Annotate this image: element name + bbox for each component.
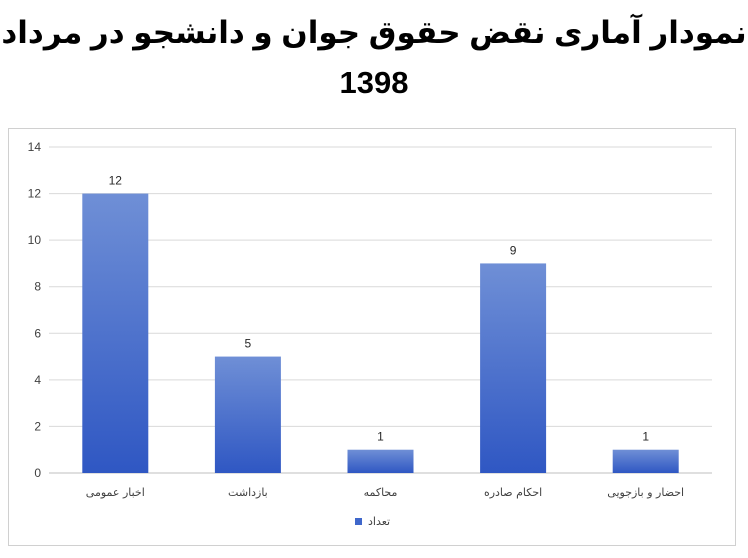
bar [480,263,547,473]
y-axis-ticks: 0 2 4 6 8 10 12 14 [28,140,42,480]
y-tick-label: 6 [34,326,41,340]
legend: تعداد [355,515,390,528]
bar-chart: 0 2 4 6 8 10 12 14 12 5 1 9 1 اخبار عمومی بازداشت محا… [28,140,712,528]
x-category-label: بازداشت [228,486,268,499]
data-label: 5 [245,337,252,351]
bar [214,356,281,473]
data-label: 1 [642,430,649,444]
x-category-label: احضار و بازجویی [607,486,684,499]
legend-marker [355,518,362,525]
bar [82,193,149,474]
data-label: 9 [510,243,517,257]
chart-area: 0 2 4 6 8 10 12 14 12 5 1 9 1 اخبار عمومی بازداشت محا… [8,128,736,546]
x-category-label: اخبار عمومی [86,486,145,499]
x-axis-categories: اخبار عمومی بازداشت محاکمه احکام صادره احضار… [86,486,684,499]
data-label: 12 [109,174,123,188]
y-tick-label: 14 [28,140,42,154]
legend-label: تعداد [368,515,390,528]
x-category-label: احکام صادره [484,486,542,499]
bars [82,193,679,474]
chart-title: نمودار آماری نقض حقوق جوان و دانشجو در م… [1,15,747,100]
x-category-label: محاکمه [364,486,398,499]
y-tick-label: 12 [28,187,42,201]
y-tick-label: 10 [28,233,42,247]
data-labels: 12 5 1 9 1 [109,174,650,444]
y-tick-label: 4 [34,373,41,387]
data-label: 1 [377,430,384,444]
y-tick-label: 2 [34,419,41,433]
y-tick-label: 8 [34,280,41,294]
bar [347,449,414,473]
bar [612,449,679,473]
gridlines [49,146,712,474]
y-tick-label: 0 [34,466,41,480]
